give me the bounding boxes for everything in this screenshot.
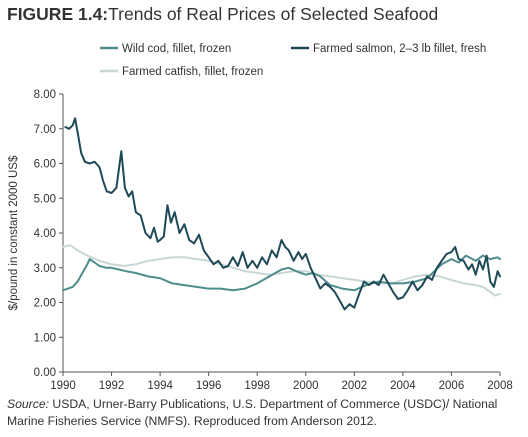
series-line-0 — [62, 254, 501, 292]
line-chart: Wild cod, fillet, frozen Farmed salmon, 2… — [8, 43, 513, 392]
y-tick-label: 4.00 — [34, 228, 56, 240]
x-tick-label: 1996 — [196, 380, 222, 392]
figure-title: FIGURE 1.4:Trends of Real Prices of Sele… — [7, 4, 438, 25]
y-tick-label: 5.00 — [34, 193, 56, 205]
series-line-1 — [64, 117, 501, 311]
x-tick-label: 2006 — [439, 380, 465, 392]
series-lines — [62, 117, 501, 311]
y-tick-label: 0.00 — [34, 367, 56, 379]
source-note: Source: USDA, Urner-Barry Publications, … — [7, 396, 522, 430]
axes: 0.00 1.00 2.00 3.00 4.00 5.00 6.00 7.00 8.00 1990… — [34, 89, 513, 392]
x-tick-label: 1998 — [244, 380, 270, 392]
series-line-2 — [62, 244, 501, 297]
legend-label-0: Wild cod, fillet, frozen — [122, 43, 231, 55]
y-tick-label: 2.00 — [34, 298, 56, 310]
source-label: Source: — [7, 397, 50, 411]
y-tick-label: 7.00 — [34, 124, 56, 136]
x-tick-label: 2004 — [390, 380, 416, 392]
x-tick-label: 2002 — [342, 380, 368, 392]
y-axis-title-group: $/pound in constant 2000 US$ — [8, 155, 20, 310]
y-axis-title: $/pound in constant 2000 US$ — [8, 155, 20, 310]
chart-legend: Wild cod, fillet, frozen Farmed salmon, 2… — [100, 43, 486, 78]
legend-label-1: Farmed salmon, 2–3 lb fillet, fresh — [313, 43, 486, 55]
x-tick-label: 1992 — [99, 380, 125, 392]
legend-label-2: Farmed catfish, fillet, frozen — [122, 66, 263, 78]
y-tick-label: 1.00 — [34, 332, 56, 344]
x-tick-label: 1990 — [50, 380, 76, 392]
y-tick-label: 8.00 — [34, 89, 56, 101]
x-tick-label: 1994 — [147, 380, 173, 392]
x-tick-label: 2008 — [487, 380, 513, 392]
source-text: USDA, Urner-Barry Publications, U.S. Dep… — [7, 397, 498, 428]
y-tick-label: 3.00 — [34, 263, 56, 275]
x-tick-label: 2000 — [293, 380, 319, 392]
figure-label: FIGURE 1.4: — [7, 4, 109, 24]
figure-title-text: Trends of Real Prices of Selected Seafoo… — [108, 4, 439, 24]
y-tick-label: 6.00 — [34, 159, 56, 171]
